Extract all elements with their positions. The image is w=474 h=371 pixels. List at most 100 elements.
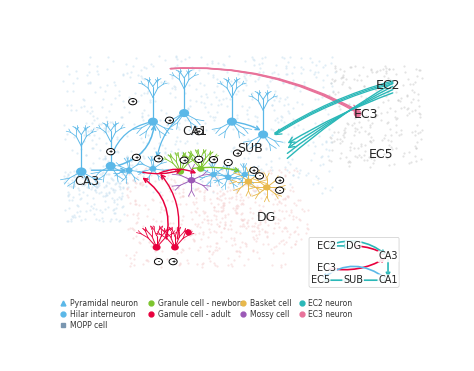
Point [174,124,182,129]
Point [96,167,104,173]
Point [240,155,248,161]
Point [166,116,174,122]
Point [146,170,153,175]
Point [226,187,234,193]
Point [182,174,190,180]
Point [146,239,153,245]
Text: +: + [182,158,186,163]
Point [112,172,120,178]
Point [132,220,139,226]
Point [75,191,83,197]
Point [118,114,126,120]
Point [89,113,97,119]
Point [124,154,131,160]
Point [403,112,410,118]
Point [266,167,273,173]
Point [185,106,192,112]
Point [63,131,71,137]
Point [254,222,261,228]
Point [190,153,198,159]
Point [244,256,252,262]
Point [380,151,387,157]
Point [242,82,249,88]
Point [363,157,370,163]
Point [213,175,220,181]
Point [166,181,173,187]
Point [80,97,88,103]
Point [230,237,237,243]
Point [64,171,72,177]
Point [255,167,263,173]
Point [228,115,235,121]
Point [157,204,164,210]
Point [186,70,193,76]
FancyArrowPatch shape [143,170,180,174]
Point [88,104,95,110]
Point [82,151,90,157]
Point [274,220,282,226]
Text: EC3: EC3 [354,108,378,121]
Point [229,127,237,132]
Point [184,227,192,233]
Point [238,223,246,229]
Point [131,184,139,190]
Point [175,145,182,151]
Point [130,121,137,127]
Point [193,186,201,192]
Point [165,185,173,191]
Point [83,174,91,180]
Point [297,236,305,242]
Point [99,209,106,215]
Point [67,183,74,189]
Point [257,195,264,201]
Point [237,216,245,222]
Point [209,251,216,257]
Point [290,64,297,70]
Point [296,197,303,203]
Point [61,135,69,141]
Point [131,198,138,204]
Point [176,201,183,207]
Point [248,228,256,234]
Point [138,149,146,155]
Point [186,103,194,109]
Point [191,237,198,243]
Point [289,213,297,219]
Point [237,179,244,185]
Point [292,144,300,150]
Text: +: + [278,178,282,183]
Point [142,183,150,189]
Point [178,217,186,223]
Point [79,189,86,195]
Point [246,209,254,215]
Point [77,139,85,145]
Point [112,95,119,101]
Point [177,221,185,227]
Point [204,151,211,157]
Point [175,190,182,196]
Point [122,61,130,67]
Point [283,227,291,233]
Point [289,216,297,222]
Point [123,180,130,186]
Point [107,119,114,125]
Point [403,106,411,112]
Point [90,125,97,131]
Point [286,181,294,187]
Point [331,91,339,96]
Point [230,175,238,181]
Point [182,138,190,144]
Point [249,248,256,254]
Point [346,84,353,90]
Point [340,130,348,136]
Point [76,180,84,186]
Point [80,132,88,138]
Point [97,189,104,195]
Point [134,174,141,180]
Point [167,182,175,188]
Point [117,196,125,202]
Point [280,250,287,256]
Point [386,105,393,111]
Point [326,134,333,140]
Point [261,175,268,181]
